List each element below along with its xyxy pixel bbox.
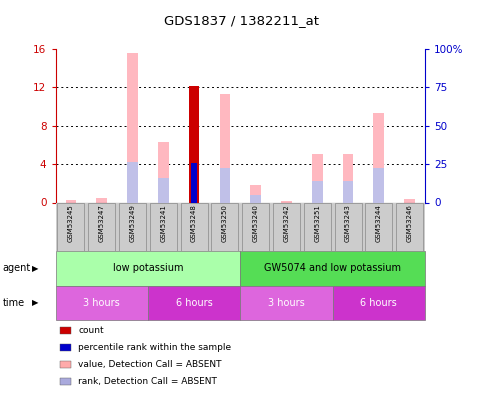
Text: 3 hours: 3 hours <box>268 298 305 308</box>
Text: GSM53245: GSM53245 <box>68 205 74 242</box>
Text: count: count <box>78 326 104 335</box>
Text: percentile rank within the sample: percentile rank within the sample <box>78 343 231 352</box>
Bar <box>342 181 354 202</box>
FancyBboxPatch shape <box>242 203 269 251</box>
Text: time: time <box>2 298 25 308</box>
Text: 3 hours: 3 hours <box>84 298 120 308</box>
FancyBboxPatch shape <box>56 286 148 320</box>
Text: GSM53251: GSM53251 <box>314 205 320 242</box>
Bar <box>404 199 415 202</box>
Text: low potassium: low potassium <box>113 263 183 273</box>
Bar <box>158 142 169 202</box>
Text: GDS1837 / 1382211_at: GDS1837 / 1382211_at <box>164 14 319 27</box>
Bar <box>189 86 199 202</box>
FancyBboxPatch shape <box>148 286 241 320</box>
FancyBboxPatch shape <box>333 286 425 320</box>
Text: ▶: ▶ <box>32 264 39 273</box>
FancyBboxPatch shape <box>304 203 331 251</box>
Bar <box>250 195 261 202</box>
FancyBboxPatch shape <box>88 203 115 251</box>
Text: GW5074 and low potassium: GW5074 and low potassium <box>264 263 401 273</box>
Bar <box>281 200 292 202</box>
Bar <box>158 179 169 202</box>
FancyBboxPatch shape <box>241 286 333 320</box>
Text: GSM53247: GSM53247 <box>99 205 105 242</box>
Bar <box>66 200 76 202</box>
FancyBboxPatch shape <box>241 251 425 286</box>
Text: GSM53243: GSM53243 <box>345 205 351 242</box>
FancyBboxPatch shape <box>273 203 300 251</box>
Text: value, Detection Call = ABSENT: value, Detection Call = ABSENT <box>78 360 222 369</box>
Text: 6 hours: 6 hours <box>360 298 397 308</box>
FancyBboxPatch shape <box>335 203 362 251</box>
Text: GSM53246: GSM53246 <box>407 205 412 242</box>
FancyBboxPatch shape <box>181 203 208 251</box>
Bar <box>127 53 138 202</box>
Text: ▶: ▶ <box>32 298 39 307</box>
FancyBboxPatch shape <box>396 203 423 251</box>
Text: GSM53244: GSM53244 <box>376 205 382 242</box>
Bar <box>250 185 261 202</box>
FancyBboxPatch shape <box>365 203 392 251</box>
FancyBboxPatch shape <box>119 203 146 251</box>
Bar <box>191 163 198 202</box>
Text: 6 hours: 6 hours <box>176 298 213 308</box>
FancyBboxPatch shape <box>212 203 239 251</box>
Bar <box>312 154 323 202</box>
Text: GSM53249: GSM53249 <box>129 205 136 242</box>
Bar <box>312 181 323 202</box>
Bar <box>373 113 384 202</box>
FancyBboxPatch shape <box>57 203 85 251</box>
Bar <box>219 168 230 202</box>
Bar <box>342 154 354 202</box>
Text: GSM53240: GSM53240 <box>253 205 259 242</box>
Bar <box>373 168 384 202</box>
Text: GSM53241: GSM53241 <box>160 205 166 242</box>
Text: rank, Detection Call = ABSENT: rank, Detection Call = ABSENT <box>78 377 217 386</box>
Text: GSM53250: GSM53250 <box>222 205 228 242</box>
Text: GSM53242: GSM53242 <box>284 205 289 242</box>
FancyBboxPatch shape <box>150 203 177 251</box>
Bar <box>96 198 107 202</box>
Text: GSM53248: GSM53248 <box>191 205 197 242</box>
Text: agent: agent <box>2 263 30 273</box>
Bar <box>219 94 230 202</box>
FancyBboxPatch shape <box>56 251 241 286</box>
Bar <box>127 162 138 202</box>
